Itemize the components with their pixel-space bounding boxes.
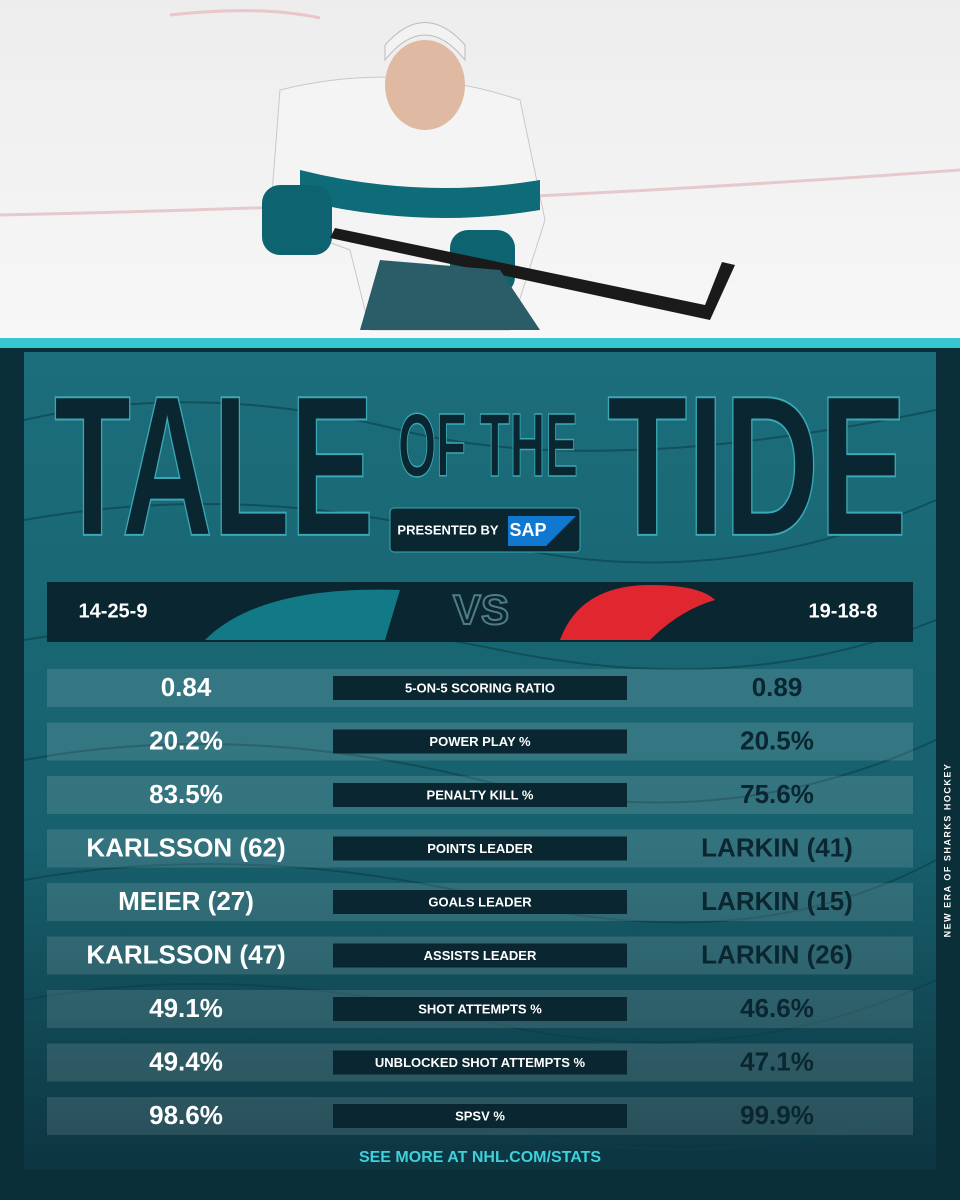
side-text: NEW ERA OF SHARKS HOCKEY: [942, 763, 952, 938]
sponsor-logo: [508, 516, 576, 546]
label-box: [333, 1104, 627, 1128]
away-record: 19-18-8: [809, 600, 878, 622]
stat-label: POINTS LEADER: [427, 841, 533, 856]
presented-by: PRESENTED BY: [397, 522, 498, 537]
label-box: [333, 729, 627, 754]
away-value: LARKIN (26): [701, 939, 853, 969]
stat-label: PENALTY KILL %: [427, 787, 534, 802]
home-value: MEIER (27): [118, 886, 254, 916]
away-value: 20.5%: [740, 725, 814, 755]
away-value: 46.6%: [740, 993, 814, 1023]
footer-link: SEE MORE AT NHL.COM/STATS: [359, 1149, 601, 1166]
label-box: [333, 997, 627, 1021]
away-value: LARKIN (41): [701, 832, 853, 862]
ice-line: [169, 9, 321, 20]
home-value: KARLSSON (62): [86, 832, 285, 862]
away-logo: [560, 585, 715, 640]
stat-label: POWER PLAY %: [429, 734, 531, 749]
panel: [24, 352, 936, 1170]
versus: VS: [453, 586, 509, 633]
label-box: [333, 943, 627, 968]
title-left: TALE: [54, 355, 374, 578]
away-value: 75.6%: [740, 779, 814, 809]
home-value: KARLSSON (47): [86, 939, 285, 969]
stat-rows: 0.84 5-ON-5 SCORING RATIO 0.89 20.2% POWER P…: [47, 669, 913, 1135]
stat-label: SPSV %: [455, 1108, 505, 1123]
label-box: [333, 1050, 627, 1075]
stat-label: ASSISTS LEADER: [424, 948, 537, 963]
home-value: 98.6%: [149, 1100, 223, 1130]
away-value: 0.89: [752, 672, 803, 702]
accent-strip: [0, 338, 960, 348]
home-value: 49.1%: [149, 993, 223, 1023]
away-value: 99.9%: [740, 1100, 814, 1130]
away-value: LARKIN (15): [701, 886, 853, 916]
label-box: [333, 676, 627, 700]
home-value: 0.84: [161, 672, 212, 702]
home-record: 14-25-9: [79, 600, 148, 622]
home-value: 20.2%: [149, 725, 223, 755]
stat-label: SHOT ATTEMPTS %: [418, 1001, 542, 1016]
home-value: 49.4%: [149, 1046, 223, 1076]
title-right: TIDE: [607, 355, 907, 578]
home-logo: [205, 589, 400, 640]
label-box: [333, 836, 627, 861]
matchup-bar: [47, 582, 913, 642]
stat-label: GOALS LEADER: [428, 894, 532, 909]
away-value: 47.1%: [740, 1046, 814, 1076]
sponsor: SAP: [509, 520, 546, 540]
label-box: [333, 890, 627, 914]
label-box: [333, 783, 627, 807]
player: [262, 22, 735, 331]
stat-label: 5-ON-5 SCORING RATIO: [405, 680, 555, 695]
title-middle: OF THE: [398, 396, 578, 496]
stat-label: UNBLOCKED SHOT ATTEMPTS %: [375, 1055, 586, 1070]
home-value: 83.5%: [149, 779, 223, 809]
